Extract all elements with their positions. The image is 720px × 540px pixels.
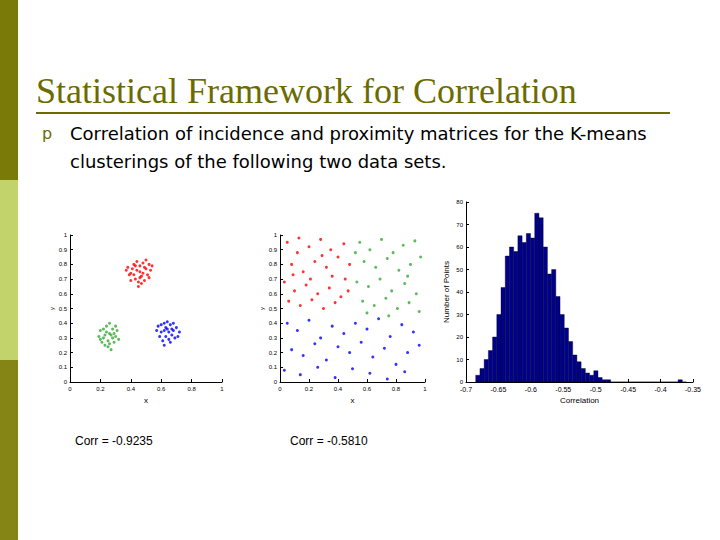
svg-text:1: 1 bbox=[220, 386, 224, 392]
svg-text:Correlation: Correlation bbox=[560, 396, 599, 405]
svg-text:80: 80 bbox=[456, 199, 463, 205]
svg-text:0.3: 0.3 bbox=[59, 335, 68, 341]
svg-text:0.9: 0.9 bbox=[269, 247, 278, 253]
svg-text:0.2: 0.2 bbox=[269, 350, 278, 356]
svg-text:1: 1 bbox=[423, 386, 427, 392]
html-text:Corr = -0.9235: Corr = -0.9235 bbox=[75, 434, 153, 448]
svg-text:-0.5: -0.5 bbox=[590, 386, 602, 393]
svg-text:0: 0 bbox=[274, 379, 278, 385]
html-text:Corr = -0.5810: Corr = -0.5810 bbox=[290, 434, 368, 448]
svg-text:40: 40 bbox=[456, 289, 463, 295]
svg-text:0.1: 0.1 bbox=[269, 364, 278, 370]
svg-text:y: y bbox=[49, 307, 55, 310]
svg-text:0.4: 0.4 bbox=[269, 320, 278, 326]
svg-text:0.2: 0.2 bbox=[96, 386, 105, 392]
svg-text:0.8: 0.8 bbox=[269, 261, 278, 267]
svg-text:0.2: 0.2 bbox=[305, 386, 314, 392]
svg-text:1: 1 bbox=[274, 232, 278, 238]
svg-text:20: 20 bbox=[456, 334, 463, 340]
svg-text:0.5: 0.5 bbox=[59, 306, 68, 312]
svg-text:-0.55: -0.55 bbox=[555, 386, 571, 393]
svg-text:30: 30 bbox=[456, 312, 463, 318]
svg-text:50: 50 bbox=[456, 267, 463, 273]
svg-text:0.6: 0.6 bbox=[59, 291, 68, 297]
svg-text:-0.35: -0.35 bbox=[685, 386, 701, 393]
svg-text:10: 10 bbox=[456, 357, 463, 363]
svg-text:Number of Points: Number of Points bbox=[442, 261, 451, 323]
svg-text:0.8: 0.8 bbox=[59, 261, 68, 267]
svg-text:-0.65: -0.65 bbox=[490, 386, 506, 393]
svg-text:0.4: 0.4 bbox=[334, 386, 343, 392]
svg-text:y: y bbox=[259, 307, 265, 310]
svg-text:0: 0 bbox=[64, 379, 68, 385]
svg-text:0.4: 0.4 bbox=[127, 386, 136, 392]
svg-text:0: 0 bbox=[68, 386, 72, 392]
svg-text:-0.4: -0.4 bbox=[655, 386, 667, 393]
svg-text:0.6: 0.6 bbox=[363, 386, 372, 392]
svg-text:0.8: 0.8 bbox=[392, 386, 401, 392]
svg-text:-0.7: -0.7 bbox=[460, 386, 472, 393]
svg-text:0.6: 0.6 bbox=[269, 291, 278, 297]
svg-text:0.4: 0.4 bbox=[59, 320, 68, 326]
svg-text:0.8: 0.8 bbox=[187, 386, 196, 392]
svg-text:0: 0 bbox=[278, 386, 282, 392]
svg-text:0.1: 0.1 bbox=[59, 364, 68, 370]
svg-text:70: 70 bbox=[456, 222, 463, 228]
svg-text:0.3: 0.3 bbox=[269, 335, 278, 341]
svg-text:60: 60 bbox=[456, 244, 463, 250]
svg-text:1: 1 bbox=[64, 232, 68, 238]
svg-text:0.9: 0.9 bbox=[59, 247, 68, 253]
svg-text:0.2: 0.2 bbox=[59, 350, 68, 356]
html-text:p: p bbox=[42, 124, 53, 143]
svg-text:0.7: 0.7 bbox=[269, 276, 278, 282]
html-text:Statistical Framework for Corr: Statistical Framework for Correlation bbox=[36, 71, 577, 111]
svg-text:-0.45: -0.45 bbox=[620, 386, 636, 393]
svg-text:x: x bbox=[144, 396, 148, 405]
html-text:Correlation of incidence and p: Correlation of incidence and proximity m… bbox=[70, 123, 647, 172]
svg-text:0.7: 0.7 bbox=[59, 276, 68, 282]
svg-text:0.6: 0.6 bbox=[157, 386, 166, 392]
svg-text:-0.6: -0.6 bbox=[525, 386, 537, 393]
svg-text:0: 0 bbox=[460, 379, 464, 385]
svg-text:x: x bbox=[351, 396, 355, 405]
svg-text:0.5: 0.5 bbox=[269, 306, 278, 312]
